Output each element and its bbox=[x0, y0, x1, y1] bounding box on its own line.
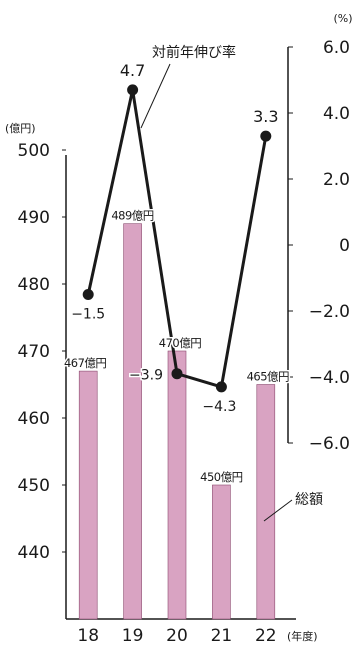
growth-point-label: 3.3 bbox=[253, 107, 278, 126]
bar bbox=[167, 350, 187, 620]
growth-point bbox=[127, 84, 139, 96]
labels: 467億円 489億円 470億円 450億円 465億円 −1.5 4.7 −3.9 −4.3… bbox=[62, 44, 323, 522]
left-tick-label: 480 bbox=[18, 275, 50, 295]
right-tick-label: −4.0 bbox=[309, 368, 350, 388]
x-tick-label: 22 bbox=[255, 626, 277, 646]
right-tick-label: 2.0 bbox=[323, 170, 350, 190]
bar bbox=[212, 484, 231, 620]
growth-series-label: 対前年伸び率 bbox=[152, 44, 236, 61]
left-tick-label: 440 bbox=[18, 543, 50, 563]
left-axis-unit: (億円) bbox=[5, 122, 36, 135]
x-tick-label: 20 bbox=[166, 626, 188, 646]
growth-point bbox=[82, 289, 94, 300]
right-tick-label: 0 bbox=[339, 236, 350, 256]
right-tick-label: 6.0 bbox=[323, 38, 350, 58]
x-tick-label: 21 bbox=[211, 626, 233, 646]
right-axis-unit: (%) bbox=[333, 12, 352, 25]
growth-point-label: −4.3 bbox=[202, 399, 236, 415]
bar bbox=[78, 370, 98, 620]
bar-label: 489億円 bbox=[111, 209, 153, 223]
x-tick-label: 18 bbox=[77, 626, 99, 646]
right-tick-label: −6.0 bbox=[309, 434, 350, 454]
left-tick-label: 450 bbox=[18, 476, 50, 496]
bar-label: 467億円 bbox=[64, 356, 106, 370]
bars bbox=[78, 223, 276, 620]
bar-annotation-leader bbox=[263, 499, 293, 522]
left-tick-label: 500 bbox=[18, 141, 50, 161]
growth-line bbox=[82, 84, 272, 393]
right-tick-label: −2.0 bbox=[309, 302, 350, 322]
x-axis-unit: (年度) bbox=[287, 629, 318, 643]
growth-point-label: −3.9 bbox=[129, 368, 163, 384]
right-tick-label: 4.0 bbox=[323, 104, 350, 124]
growth-point-label: −1.5 bbox=[71, 307, 105, 323]
left-tick-label: 470 bbox=[18, 342, 50, 362]
growth-point bbox=[260, 130, 272, 142]
bar-series-label: 総額 bbox=[295, 492, 323, 508]
bar-label: 465億円 bbox=[247, 370, 289, 384]
bar bbox=[123, 223, 142, 620]
growth-point-label: 4.7 bbox=[120, 61, 145, 80]
left-tick-label: 490 bbox=[18, 208, 50, 228]
growth-point bbox=[215, 381, 227, 393]
axes: (億円) 440 450 460 470 480 490 500 (%) −6.0 −4.0 −2.0… bbox=[5, 12, 353, 646]
bar-label: 470億円 bbox=[159, 336, 201, 350]
left-tick-label: 460 bbox=[18, 409, 50, 429]
bar-label: 450億円 bbox=[200, 470, 242, 484]
bar bbox=[256, 384, 276, 620]
growth-annotation-leader bbox=[140, 63, 171, 129]
growth-point bbox=[171, 368, 183, 380]
x-tick-label: 19 bbox=[122, 626, 144, 646]
